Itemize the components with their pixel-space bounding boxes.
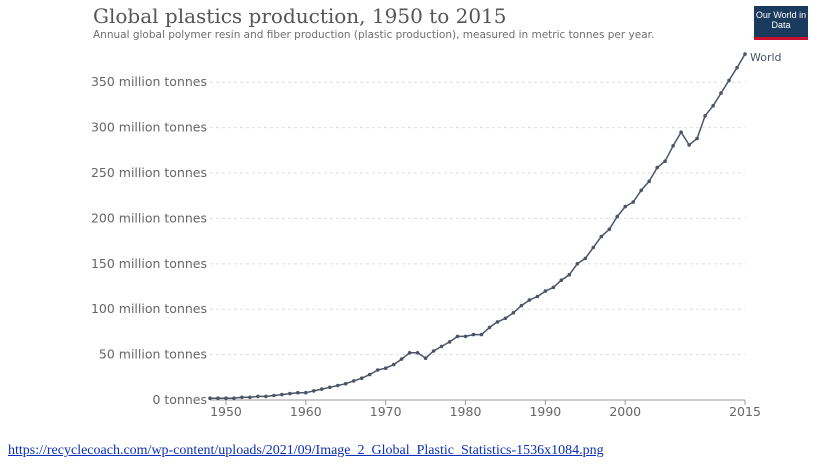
data-point <box>679 130 683 134</box>
data-point <box>583 256 588 261</box>
data-point <box>336 383 340 388</box>
owid-logo[interactable]: Our World in Data <box>754 6 808 37</box>
data-point <box>463 334 468 339</box>
data-point <box>719 91 723 95</box>
x-tick-label: 1950 <box>210 404 242 419</box>
data-point <box>695 136 699 141</box>
data-point <box>272 393 276 398</box>
y-tick-label: 0 tonnes <box>152 392 207 407</box>
data-point <box>607 227 612 232</box>
data-point <box>591 245 596 250</box>
data-point <box>711 104 715 108</box>
x-tick-label: 1990 <box>529 404 561 419</box>
data-point <box>479 332 484 337</box>
data-point <box>383 366 388 371</box>
data-point <box>288 391 292 396</box>
data-point <box>343 381 348 386</box>
data-point <box>399 357 404 361</box>
series-line <box>210 53 746 399</box>
y-tick-label: 50 million tonnes <box>99 347 207 362</box>
data-point <box>631 200 635 204</box>
data-point <box>423 356 428 361</box>
data-point <box>264 394 268 399</box>
data-point <box>575 262 580 266</box>
data-point <box>639 188 643 193</box>
y-axis-labels: 0 tonnes 50 million tonnes 100 million ton… <box>91 74 207 407</box>
y-tick-label: 150 million tonnes <box>91 256 207 271</box>
data-point <box>743 52 747 56</box>
data-point <box>495 320 500 324</box>
data-point <box>232 396 236 401</box>
data-point <box>519 303 524 308</box>
data-point <box>351 379 356 383</box>
data-point <box>256 394 260 399</box>
series-world: World <box>208 51 782 401</box>
data-point <box>439 344 444 349</box>
owid-logo-accent-bar <box>754 37 808 40</box>
data-point <box>663 159 667 163</box>
data-point <box>248 395 252 400</box>
data-point <box>671 144 675 148</box>
data-point <box>655 165 659 170</box>
data-point <box>527 298 532 302</box>
data-point <box>543 289 548 293</box>
data-point <box>487 325 492 330</box>
data-point <box>455 334 460 339</box>
data-point <box>567 272 572 277</box>
data-point <box>312 389 316 393</box>
data-point <box>240 395 244 400</box>
data-point <box>687 143 691 147</box>
data-point <box>703 114 707 118</box>
data-point <box>208 396 212 401</box>
y-tick-label: 350 million tonnes <box>91 74 207 89</box>
x-tick-label: 1970 <box>370 404 402 419</box>
chart-subtitle: Annual global polymer resin and fiber pr… <box>93 29 655 41</box>
series-label: World <box>750 51 782 64</box>
y-tick-label: 250 million tonnes <box>91 165 207 180</box>
data-point <box>367 372 372 377</box>
data-point <box>304 390 308 395</box>
data-point <box>727 78 731 83</box>
data-point <box>296 390 300 395</box>
data-point <box>328 385 332 390</box>
data-point <box>407 351 412 355</box>
data-point <box>551 285 556 290</box>
x-tick-label: 1960 <box>290 404 322 419</box>
x-axis: 1950 1960 1970 1980 1990 2000 2015 <box>210 399 761 419</box>
data-point <box>359 376 364 381</box>
data-point <box>599 234 604 239</box>
data-point <box>320 387 324 391</box>
data-point <box>623 204 627 209</box>
x-tick-label: 2015 <box>729 404 761 419</box>
data-point <box>375 368 380 372</box>
data-point <box>447 340 452 344</box>
chart-title: Global plastics production, 1950 to 2015 <box>93 4 507 28</box>
data-point <box>559 278 564 283</box>
data-point <box>511 311 516 315</box>
data-point <box>216 396 220 401</box>
data-point <box>280 392 284 397</box>
data-point <box>735 65 739 70</box>
data-point <box>431 349 436 353</box>
x-tick-label: 2000 <box>609 404 641 419</box>
data-point <box>471 332 476 337</box>
y-tick-label: 300 million tonnes <box>91 120 207 135</box>
data-point <box>615 214 619 219</box>
y-tick-label: 200 million tonnes <box>91 210 207 225</box>
x-tick-label: 1980 <box>450 404 482 419</box>
source-link[interactable]: https://recyclecoach.com/wp-content/uplo… <box>8 443 604 458</box>
data-point <box>391 362 396 367</box>
data-point <box>647 179 651 183</box>
data-point <box>224 396 228 401</box>
data-point <box>415 351 420 355</box>
line-chart: 0 tonnes 50 million tonnes 100 million ton… <box>91 51 782 419</box>
data-point <box>503 316 508 321</box>
grid-lines <box>210 81 745 356</box>
data-point <box>535 294 540 299</box>
y-tick-label: 100 million tonnes <box>91 301 207 316</box>
